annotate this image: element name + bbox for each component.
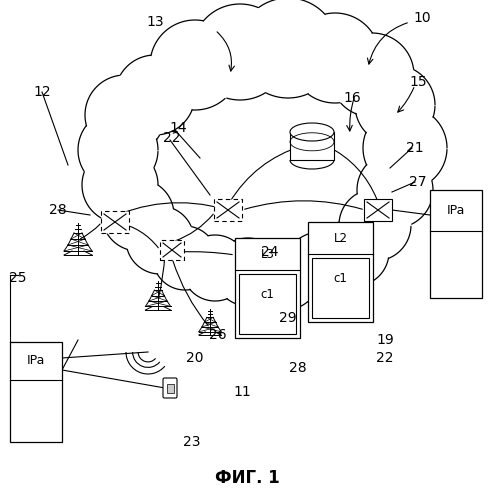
Text: 13: 13 (146, 15, 164, 29)
Circle shape (238, 0, 338, 98)
Text: IPa: IPa (447, 204, 465, 217)
Text: 27: 27 (409, 175, 427, 189)
Circle shape (85, 75, 165, 155)
Text: 26: 26 (209, 328, 227, 342)
Text: L3: L3 (260, 248, 275, 260)
Circle shape (250, 240, 320, 310)
Bar (290, 132, 334, 160)
Bar (166, 384, 173, 392)
Text: ФИГ. 1: ФИГ. 1 (214, 469, 280, 487)
FancyBboxPatch shape (163, 378, 177, 398)
Text: 24: 24 (261, 245, 279, 259)
Circle shape (339, 189, 411, 261)
Text: 12: 12 (33, 85, 51, 99)
Circle shape (290, 13, 380, 103)
Circle shape (321, 218, 389, 286)
Ellipse shape (290, 123, 334, 141)
Text: 14: 14 (169, 121, 187, 135)
Text: 15: 15 (409, 75, 427, 89)
Text: c1: c1 (333, 272, 347, 285)
Circle shape (126, 206, 194, 274)
Circle shape (214, 238, 282, 306)
Text: 16: 16 (343, 91, 361, 105)
Text: 29: 29 (279, 311, 297, 325)
Text: L2: L2 (333, 232, 347, 244)
Text: 22: 22 (163, 131, 181, 145)
Bar (308, 222, 373, 322)
Circle shape (82, 147, 158, 223)
Text: 10: 10 (413, 11, 431, 25)
Text: 20: 20 (186, 351, 204, 365)
Circle shape (102, 179, 174, 251)
Bar (101, 211, 129, 233)
Circle shape (115, 55, 195, 135)
Text: c1: c1 (260, 288, 275, 302)
Circle shape (363, 106, 447, 190)
Text: 28: 28 (49, 203, 67, 217)
Circle shape (284, 232, 356, 304)
Circle shape (150, 20, 240, 110)
Circle shape (182, 235, 248, 301)
Text: 11: 11 (233, 385, 251, 399)
Circle shape (357, 152, 433, 228)
Circle shape (78, 110, 158, 190)
Text: IPa: IPa (27, 354, 45, 368)
Text: 22: 22 (376, 351, 394, 365)
Text: 19: 19 (376, 333, 394, 347)
Bar (312, 258, 369, 318)
Bar (160, 240, 184, 260)
Circle shape (355, 65, 435, 145)
Bar (214, 199, 242, 221)
Text: 25: 25 (9, 271, 27, 285)
Circle shape (153, 226, 217, 290)
Bar (364, 199, 392, 221)
Circle shape (192, 4, 288, 100)
Text: 21: 21 (406, 141, 424, 155)
Bar (239, 274, 296, 334)
Bar (430, 190, 482, 298)
Text: 23: 23 (183, 435, 201, 449)
Text: 28: 28 (289, 361, 307, 375)
Bar (235, 238, 300, 338)
Circle shape (330, 33, 414, 117)
Bar (10, 342, 62, 442)
